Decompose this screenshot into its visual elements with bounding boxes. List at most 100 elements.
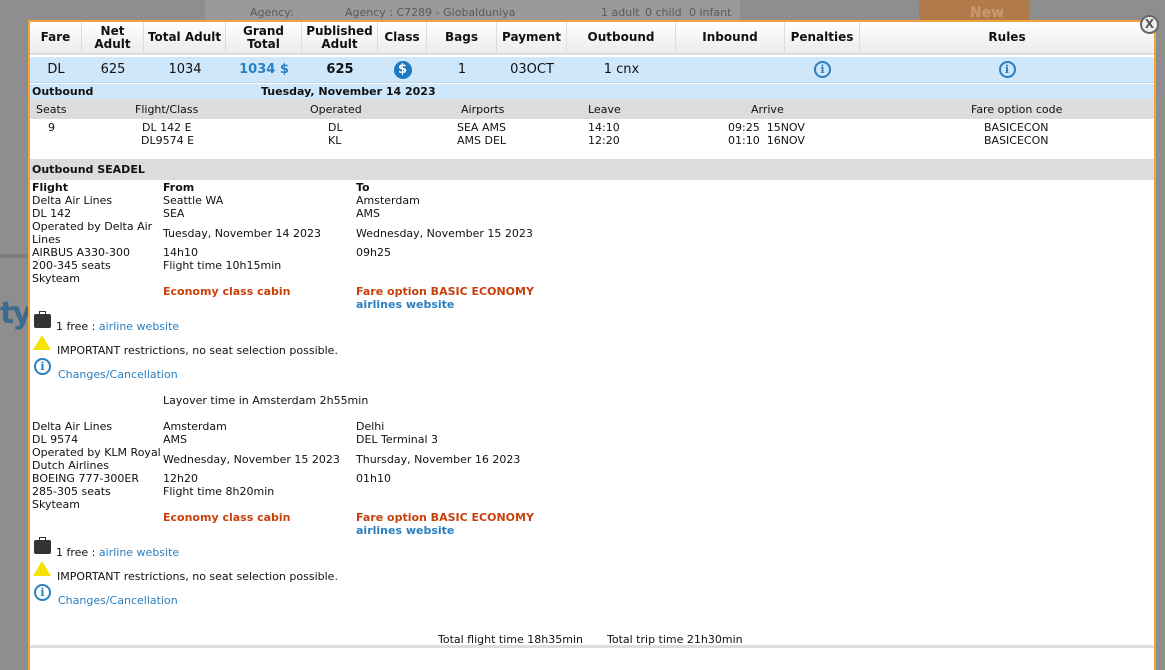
segment-warning: IMPORTANT restrictions, no seat selectio… bbox=[57, 570, 338, 583]
total-adult-cell: 1034 bbox=[168, 62, 202, 77]
total-flight-time: Total flight time 18h35min bbox=[438, 633, 583, 646]
agency-label: Agency: bbox=[250, 6, 294, 19]
header-payment[interactable]: Payment bbox=[497, 22, 567, 53]
col-operated: Operated bbox=[310, 103, 362, 116]
segment-seats: 285-305 seats bbox=[32, 485, 111, 498]
airline-website-link[interactable]: airline website bbox=[98, 320, 180, 333]
segment-cabin: Economy class cabin bbox=[163, 511, 291, 524]
segment-operated-by2: Dutch Airlines bbox=[32, 459, 109, 472]
footer-divider bbox=[30, 645, 1154, 648]
adults-count: 1 adult bbox=[601, 6, 640, 19]
segment-flight: DL 9574 bbox=[32, 433, 79, 446]
fare-details-modal: Fare Net Adult Total Adult Grand Total P… bbox=[28, 20, 1156, 670]
baggage-text: 1 free : bbox=[56, 320, 99, 333]
header-net-adult[interactable]: Net Adult bbox=[82, 22, 144, 53]
segment-changes[interactable]: Changes/Cancellation bbox=[58, 594, 178, 607]
operated: DL bbox=[328, 121, 343, 134]
segment-flight-time: Flight time 10h15min bbox=[163, 259, 282, 272]
segment-from-time: 12h20 bbox=[163, 472, 198, 485]
header-penalties[interactable]: Penalties bbox=[785, 22, 860, 53]
segment-fare-option: Fare option BASIC ECONOMY bbox=[356, 285, 534, 298]
baggage-text: 1 free : bbox=[56, 546, 99, 559]
segment-to-date: Thursday, November 16 2023 bbox=[356, 453, 521, 466]
outbound-date-row: Outbound Tuesday, November 14 2023 bbox=[30, 84, 1154, 99]
close-button[interactable]: X bbox=[1140, 15, 1159, 34]
col-flight-label: Flight bbox=[32, 181, 69, 194]
changes-info-icon[interactable]: i bbox=[34, 584, 51, 601]
fare-cell: DL bbox=[47, 62, 65, 77]
background-logo: ty bbox=[0, 296, 32, 331]
grand-total-cell: 1034 $ bbox=[239, 62, 289, 77]
outbound-date: Tuesday, November 14 2023 bbox=[261, 85, 436, 98]
dollar-icon[interactable]: $ bbox=[393, 60, 412, 79]
segment-airlines-website[interactable]: airlines website bbox=[356, 298, 455, 311]
total-trip-time: Total trip time 21h30min bbox=[607, 633, 743, 646]
col-seats: Seats bbox=[36, 103, 67, 116]
segment-to-city: Delhi bbox=[356, 420, 385, 433]
arrive: 09:25 15NOV bbox=[728, 121, 805, 134]
segment-to-code: DEL Terminal 3 bbox=[356, 433, 439, 446]
outbound-label: Outbound bbox=[32, 85, 94, 98]
segment-operated-by2: Lines bbox=[32, 233, 61, 246]
segment-seats: 200-345 seats bbox=[32, 259, 111, 272]
segment-to-date: Wednesday, November 15 2023 bbox=[356, 227, 533, 240]
segment-from-date: Tuesday, November 14 2023 bbox=[163, 227, 321, 240]
baggage-icon bbox=[34, 537, 51, 554]
segment-airline: Delta Air Lines bbox=[32, 420, 113, 433]
segment-flight-time: Flight time 8h20min bbox=[163, 485, 275, 498]
infants-count: 0 infant bbox=[689, 6, 732, 19]
segment-table-header: Seats Flight/Class Operated Airports Lea… bbox=[30, 99, 1154, 119]
segment-warning: IMPORTANT restrictions, no seat selectio… bbox=[57, 344, 338, 357]
fare-row[interactable]: DL 625 1034 1034 $ 625 $ 1 03OCT 1 cnx i… bbox=[30, 57, 1154, 83]
fare-table-header: Fare Net Adult Total Adult Grand Total P… bbox=[30, 22, 1154, 55]
segment-airline: Delta Air Lines bbox=[32, 194, 113, 207]
header-fare[interactable]: Fare bbox=[30, 22, 82, 53]
header-rules[interactable]: Rules bbox=[988, 30, 1026, 44]
layover-time: Layover time in Amsterdam 2h55min bbox=[163, 394, 369, 407]
baggage-allowance: 1 free : airline website bbox=[56, 320, 179, 333]
segment-changes[interactable]: Changes/Cancellation bbox=[58, 368, 178, 381]
fare-code: BASICECON bbox=[984, 121, 1049, 134]
header-class[interactable]: Class bbox=[378, 22, 427, 53]
col-fare-option-code: Fare option code bbox=[971, 103, 1063, 116]
background-divider bbox=[0, 254, 28, 258]
penalties-info-icon[interactable]: i bbox=[814, 61, 831, 78]
header-total-adult[interactable]: Total Adult bbox=[144, 22, 226, 53]
segment-to-time: 01h10 bbox=[356, 472, 391, 485]
header-outbound[interactable]: Outbound bbox=[567, 22, 676, 53]
header-bags[interactable]: Bags bbox=[427, 22, 497, 53]
segment-flight: DL 142 bbox=[32, 207, 72, 220]
leave: 14:10 bbox=[588, 121, 620, 134]
rules-info-icon[interactable]: i bbox=[998, 61, 1016, 78]
col-flight-class: Flight/Class bbox=[135, 103, 199, 116]
payment-cell: 03OCT bbox=[510, 62, 554, 77]
seats-value: 9 bbox=[48, 121, 55, 134]
segment-aircraft: AIRBUS A330-300 bbox=[32, 246, 130, 259]
segment-from-code: AMS bbox=[163, 433, 187, 446]
flight-class: DL9574 E bbox=[141, 134, 195, 147]
bags-cell: 1 bbox=[457, 62, 467, 77]
background-agency-bar: Agency: Agency : C7289 - Globalduniya 1 … bbox=[205, 0, 740, 22]
inbound-cell bbox=[676, 57, 785, 82]
col-airports: Airports bbox=[461, 103, 505, 116]
changes-info-icon[interactable]: i bbox=[34, 358, 51, 375]
published-adult-cell: 625 bbox=[326, 62, 354, 77]
col-leave: Leave bbox=[588, 103, 621, 116]
leave: 12:20 bbox=[588, 134, 620, 147]
segment-airlines-website[interactable]: airlines website bbox=[356, 524, 455, 537]
fare-code: BASICECON bbox=[984, 134, 1049, 147]
header-published-adult[interactable]: Published Adult bbox=[302, 22, 378, 53]
header-inbound[interactable]: Inbound bbox=[676, 22, 785, 53]
segment-detail: Delta Air Lines DL 9574 Operated by KLM Ro… bbox=[30, 248, 534, 607]
details-section-title: Outbound SEADEL bbox=[30, 159, 1154, 180]
segment-alliance: Skyteam bbox=[32, 272, 81, 285]
agency-value: Agency : C7289 - Globalduniya bbox=[345, 6, 516, 19]
segment-from-city: Amsterdam bbox=[163, 420, 227, 433]
header-grand-total[interactable]: Grand Total bbox=[226, 22, 302, 53]
airline-website-link[interactable]: airline website bbox=[98, 546, 180, 559]
flight-class: DL 142 E bbox=[142, 121, 192, 134]
warning-icon bbox=[33, 561, 51, 576]
segment-from-date: Wednesday, November 15 2023 bbox=[163, 453, 340, 466]
net-adult-cell: 625 bbox=[100, 62, 126, 77]
segment-cabin: Economy class cabin bbox=[163, 285, 291, 298]
